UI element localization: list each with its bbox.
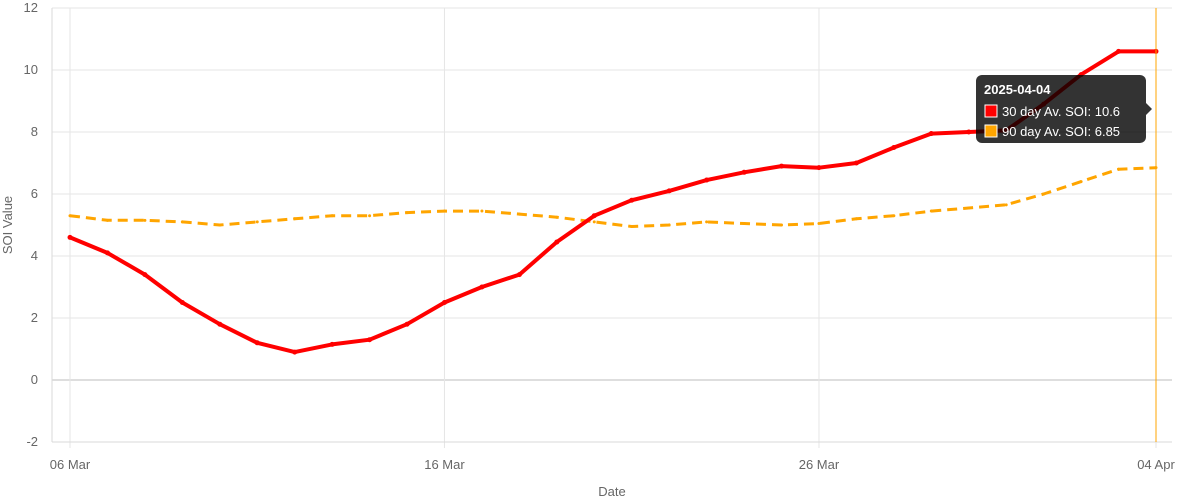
data-point-30-day-av-soi[interactable] — [966, 130, 971, 135]
axes: -2 0 2 4 6 8 10 12 06 Mar 16 Mar 26 Mar 04 Apr — [24, 0, 1176, 472]
x-tick-label: 06 Mar — [50, 457, 91, 472]
data-point-90-day-av-soi[interactable] — [817, 222, 820, 225]
data-point-30-day-av-soi[interactable] — [367, 337, 372, 342]
data-point-30-day-av-soi[interactable] — [1116, 49, 1121, 54]
data-point-30-day-av-soi[interactable] — [405, 322, 410, 327]
data-point-90-day-av-soi[interactable] — [443, 210, 446, 213]
grid — [52, 8, 1172, 448]
data-point-30-day-av-soi[interactable] — [592, 213, 597, 218]
data-point-30-day-av-soi[interactable] — [142, 272, 147, 277]
data-point-30-day-av-soi[interactable] — [442, 300, 447, 305]
data-point-30-day-av-soi[interactable] — [180, 300, 185, 305]
y-tick-label: 12 — [24, 0, 38, 15]
x-tick-label: 16 Mar — [424, 457, 465, 472]
data-point-30-day-av-soi[interactable] — [554, 240, 559, 245]
x-axis-title: Date — [598, 484, 625, 499]
x-tick-label: 04 Apr — [1137, 457, 1175, 472]
data-point-90-day-av-soi[interactable] — [1080, 180, 1083, 183]
data-point-30-day-av-soi[interactable] — [854, 161, 859, 166]
data-point-90-day-av-soi[interactable] — [705, 220, 708, 223]
data-point-90-day-av-soi[interactable] — [967, 206, 970, 209]
data-point-30-day-av-soi[interactable] — [292, 350, 297, 355]
y-tick-label: 4 — [31, 248, 38, 263]
tooltip-caret — [1146, 103, 1152, 115]
data-point-30-day-av-soi[interactable] — [517, 272, 522, 277]
data-point-90-day-av-soi[interactable] — [892, 214, 895, 217]
data-point-90-day-av-soi[interactable] — [555, 216, 558, 219]
data-point-90-day-av-soi[interactable] — [406, 211, 409, 214]
data-point-30-day-av-soi[interactable] — [330, 342, 335, 347]
tooltip-title: 2025-04-04 — [984, 82, 1051, 97]
data-point-30-day-av-soi[interactable] — [479, 285, 484, 290]
series-line-90-day-av-soi — [70, 168, 1156, 227]
y-tick-label: 8 — [31, 124, 38, 139]
data-point-30-day-av-soi[interactable] — [68, 235, 73, 240]
y-tick-label: -2 — [26, 434, 38, 449]
data-point-30-day-av-soi[interactable] — [891, 145, 896, 150]
data-point-90-day-av-soi[interactable] — [593, 220, 596, 223]
data-point-30-day-av-soi[interactable] — [929, 131, 934, 136]
y-tick-label: 10 — [24, 62, 38, 77]
data-point-90-day-av-soi[interactable] — [518, 213, 521, 216]
data-point-30-day-av-soi[interactable] — [742, 170, 747, 175]
x-tick-label: 26 Mar — [799, 457, 840, 472]
data-point-90-day-av-soi[interactable] — [630, 225, 633, 228]
tooltip-swatch — [985, 105, 997, 117]
data-point-90-day-av-soi[interactable] — [256, 220, 259, 223]
data-point-90-day-av-soi[interactable] — [1042, 193, 1045, 196]
data-point-90-day-av-soi[interactable] — [293, 217, 296, 220]
data-point-30-day-av-soi[interactable] — [105, 250, 110, 255]
data-point-30-day-av-soi[interactable] — [667, 188, 672, 193]
data-point-90-day-av-soi[interactable] — [780, 224, 783, 227]
data-point-90-day-av-soi[interactable] — [69, 214, 72, 217]
data-point-30-day-av-soi[interactable] — [255, 340, 260, 345]
data-point-90-day-av-soi[interactable] — [218, 224, 221, 227]
data-point-90-day-av-soi[interactable] — [855, 217, 858, 220]
data-point-30-day-av-soi[interactable] — [704, 178, 709, 183]
data-point-30-day-av-soi[interactable] — [217, 322, 222, 327]
data-point-30-day-av-soi[interactable] — [629, 198, 634, 203]
data-point-90-day-av-soi[interactable] — [143, 219, 146, 222]
tooltip-item-text: 30 day Av. SOI: 10.6 — [1002, 104, 1120, 119]
data-point-90-day-av-soi[interactable] — [1005, 203, 1008, 206]
y-tick-label: 6 — [31, 186, 38, 201]
data-point-90-day-av-soi[interactable] — [331, 214, 334, 217]
tooltip-item-text: 90 day Av. SOI: 6.85 — [1002, 124, 1120, 139]
y-axis-title: SOI Value — [0, 196, 15, 254]
data-point-90-day-av-soi[interactable] — [743, 222, 746, 225]
y-tick-label: 0 — [31, 372, 38, 387]
data-point-90-day-av-soi[interactable] — [930, 210, 933, 213]
data-point-90-day-av-soi[interactable] — [480, 210, 483, 213]
tooltip: 2025-04-04 30 day Av. SOI: 10.6 90 day Av.… — [976, 75, 1152, 143]
data-point-90-day-av-soi[interactable] — [106, 219, 109, 222]
y-tick-label: 2 — [31, 310, 38, 325]
data-point-30-day-av-soi[interactable] — [816, 165, 821, 170]
data-point-90-day-av-soi[interactable] — [1117, 168, 1120, 171]
data-point-90-day-av-soi[interactable] — [368, 214, 371, 217]
data-point-30-day-av-soi[interactable] — [779, 164, 784, 169]
data-point-90-day-av-soi[interactable] — [668, 224, 671, 227]
data-point-90-day-av-soi[interactable] — [181, 220, 184, 223]
tooltip-swatch — [985, 125, 997, 137]
